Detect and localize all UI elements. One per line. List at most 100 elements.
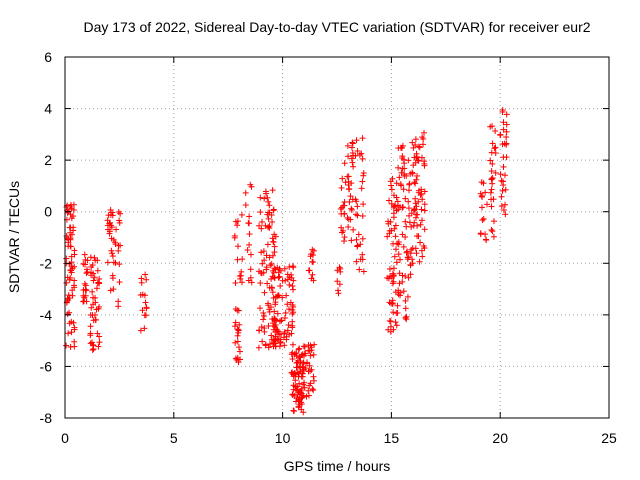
data-point — [284, 301, 291, 308]
data-point — [272, 299, 279, 306]
data-point — [404, 248, 411, 255]
data-point — [310, 377, 317, 384]
data-point — [488, 168, 495, 175]
data-point — [483, 237, 490, 244]
data-point — [390, 309, 397, 316]
data-point — [259, 218, 266, 225]
y-tick-labels: -8 -6 -4 -2 0 2 4 6 — [40, 49, 53, 426]
data-point — [259, 338, 266, 345]
data-point — [261, 325, 268, 332]
data-point — [289, 341, 296, 348]
data-point — [503, 111, 510, 118]
data-point — [270, 238, 277, 245]
data-point — [274, 264, 281, 271]
data-point — [238, 279, 245, 286]
data-point — [500, 119, 507, 126]
data-point — [270, 340, 277, 347]
data-point — [415, 143, 422, 150]
data-point — [398, 169, 405, 176]
data-point — [349, 139, 356, 146]
data-point — [288, 351, 295, 358]
data-point — [396, 256, 403, 263]
data-point — [300, 343, 307, 350]
data-point — [338, 224, 345, 231]
data-point — [93, 285, 100, 292]
data-point — [491, 145, 498, 152]
data-point — [276, 273, 283, 280]
data-point — [262, 188, 269, 195]
data-point — [479, 217, 486, 224]
data-point — [480, 215, 487, 222]
data-point — [360, 201, 367, 208]
data-point — [392, 246, 399, 253]
data-point — [71, 263, 78, 270]
data-point — [399, 272, 406, 279]
data-point — [259, 260, 266, 267]
data-point — [269, 252, 276, 259]
data-point — [255, 344, 262, 351]
data-point — [234, 307, 241, 314]
data-point — [89, 339, 96, 346]
data-point — [294, 391, 301, 398]
data-point — [409, 170, 416, 177]
data-point — [482, 189, 489, 196]
data-point — [489, 160, 496, 167]
data-point — [353, 258, 360, 265]
data-point — [392, 319, 399, 326]
data-point — [291, 370, 298, 377]
data-point — [349, 159, 356, 166]
data-point — [96, 275, 103, 282]
data-point — [402, 305, 409, 312]
data-point — [489, 140, 496, 147]
data-point — [404, 293, 411, 300]
data-point — [66, 295, 73, 302]
data-point — [421, 201, 428, 208]
data-point — [81, 280, 88, 287]
data-point — [265, 223, 272, 230]
data-point — [235, 327, 242, 334]
data-point — [390, 192, 397, 199]
data-point — [391, 253, 398, 260]
data-point — [390, 265, 397, 272]
data-point — [354, 147, 361, 154]
data-point — [492, 144, 499, 151]
data-point — [345, 223, 352, 230]
data-point — [295, 403, 302, 410]
y-tick-label: 4 — [44, 101, 52, 117]
data-point — [500, 207, 507, 214]
data-point — [66, 224, 73, 231]
y-tick-label: -8 — [40, 410, 53, 426]
data-point — [386, 299, 393, 306]
data-point — [112, 239, 119, 246]
data-point — [83, 266, 90, 273]
data-point — [289, 302, 296, 309]
data-point — [71, 326, 78, 333]
data-point — [341, 160, 348, 167]
data-point — [421, 226, 428, 233]
data-point — [66, 320, 73, 327]
data-point — [232, 305, 239, 312]
data-point — [421, 188, 428, 195]
data-point — [311, 341, 318, 348]
data-point — [347, 216, 354, 223]
data-point — [87, 254, 94, 261]
data-point — [293, 384, 300, 391]
data-point — [418, 217, 425, 224]
data-point — [353, 236, 360, 243]
data-point — [276, 343, 283, 350]
data-point — [348, 206, 355, 213]
data-point — [487, 123, 494, 130]
data-point — [261, 195, 268, 202]
data-point — [306, 392, 313, 399]
data-point — [266, 308, 273, 315]
data-point — [477, 190, 484, 197]
data-point — [417, 239, 424, 246]
data-point — [268, 284, 275, 291]
data-point — [238, 211, 245, 218]
data-point — [360, 268, 367, 275]
data-point — [301, 343, 308, 350]
data-point — [264, 241, 271, 248]
data-point — [108, 222, 115, 229]
data-point — [349, 140, 356, 147]
data-point — [393, 259, 400, 266]
